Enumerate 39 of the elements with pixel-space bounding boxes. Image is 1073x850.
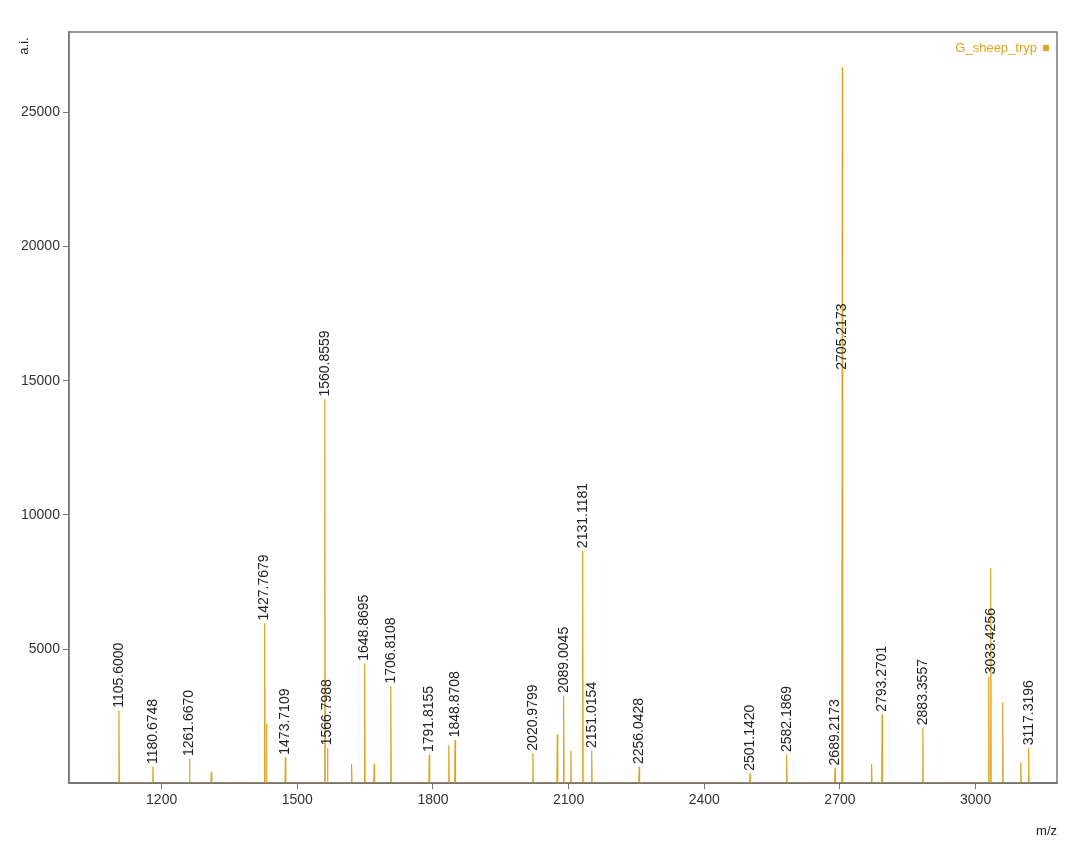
- y-tick-label: 25000: [20, 103, 61, 120]
- annotation: 2689.2173: [825, 699, 842, 766]
- annotation: 1706.8108: [381, 617, 398, 684]
- y-tick-label: 10000: [20, 505, 61, 522]
- annotation: 2131.1181: [573, 482, 590, 549]
- x-tick-label: 3000: [960, 791, 992, 808]
- annotation: 1566.7988: [318, 678, 335, 746]
- annotation: 1560.8559: [315, 330, 332, 397]
- annotation: 1848.8708: [445, 670, 462, 738]
- x-tick-label: 1500: [281, 791, 314, 808]
- annotation: 1473.7109: [276, 688, 293, 755]
- x-axis-title: m/z: [1036, 823, 1057, 839]
- annotation: 3033.4256: [981, 607, 998, 675]
- annotation: 2793.2701: [872, 645, 889, 712]
- annotation: 1648.8695: [355, 594, 372, 661]
- annotation: 2501.1420: [740, 704, 757, 771]
- annotation: 1180.6748: [143, 698, 160, 765]
- annotation: 1791.8155: [420, 685, 437, 753]
- y-tick-label: 5000: [28, 639, 61, 656]
- x-tick-label: 2700: [824, 791, 856, 808]
- y-axis-title: a.i.: [15, 37, 31, 55]
- annotation: 2020.9799: [523, 684, 540, 751]
- annotation: 1427.7679: [255, 554, 272, 621]
- annotation: 1105.6000: [109, 642, 126, 708]
- legend-label: G_sheep_tryp: [955, 39, 1037, 55]
- annotation: 2256.0428: [630, 697, 647, 765]
- annotation: 1261.6670: [180, 689, 197, 757]
- y-tick-label: 20000: [20, 237, 61, 254]
- x-tick-label: 2400: [688, 791, 721, 808]
- annotation: 2705.2173: [833, 303, 850, 370]
- annotation: 2582.1869: [777, 685, 794, 753]
- y-tick-label: 15000: [20, 371, 61, 388]
- x-tick-label: 1200: [146, 791, 178, 808]
- annotation: 2883.3557: [913, 658, 930, 726]
- x-tick-label: 2100: [553, 791, 585, 808]
- annotation: 2089.0045: [554, 626, 571, 694]
- annotation: 2151.0154: [582, 681, 599, 749]
- x-tick-label: 1800: [417, 791, 449, 808]
- annotation: 3117.3196: [1019, 679, 1036, 746]
